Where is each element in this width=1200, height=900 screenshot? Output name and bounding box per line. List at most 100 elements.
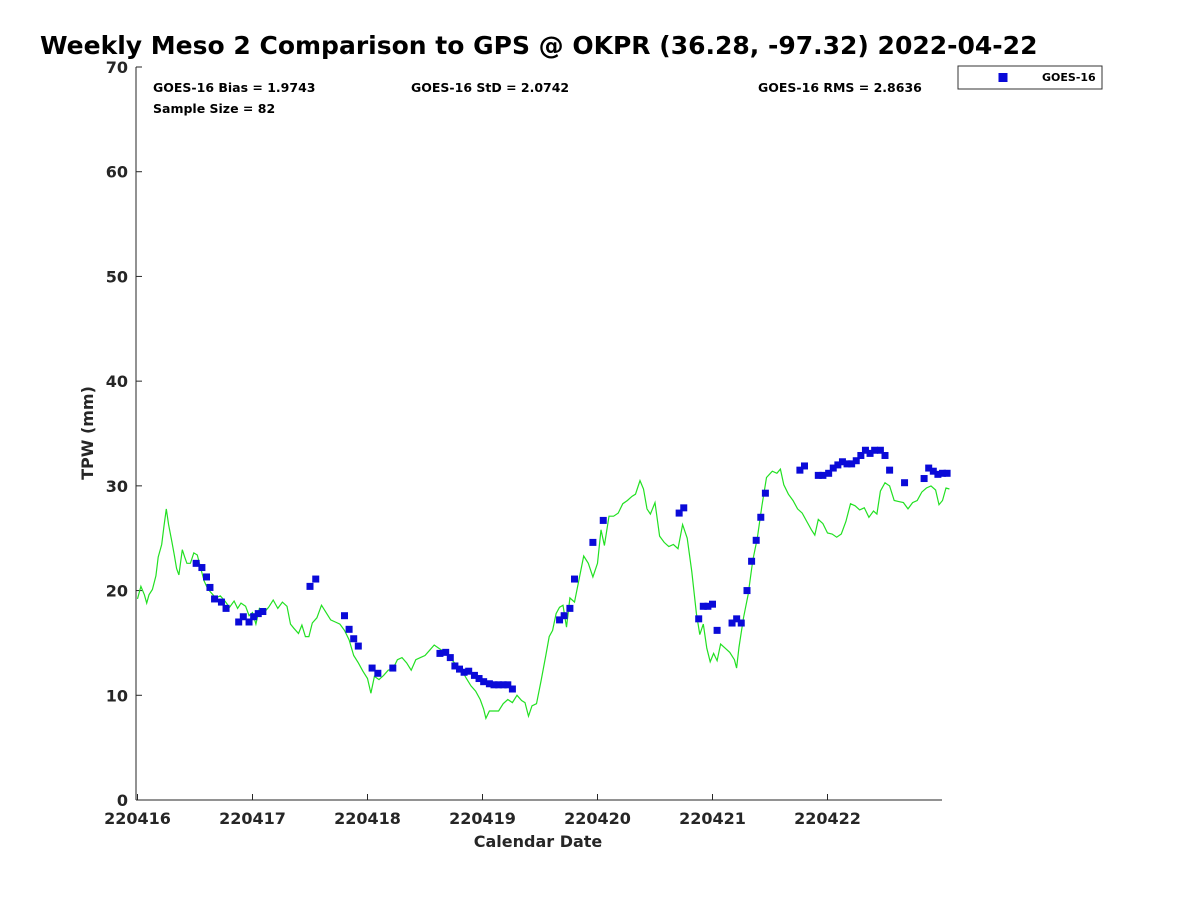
- goes16-data-point: [699, 602, 707, 610]
- y-tick-label: 40: [106, 372, 128, 391]
- goes16-data-point: [886, 466, 894, 474]
- goes16-data-point: [819, 471, 827, 479]
- goes16-data-point: [848, 460, 856, 468]
- goes16-data-point: [709, 600, 716, 608]
- goes16-data-point: [235, 618, 243, 626]
- goes16-data-point: [929, 467, 937, 475]
- goes16-data-point: [341, 612, 348, 620]
- goes16-data-point: [825, 469, 833, 477]
- goes16-data-point: [192, 559, 200, 567]
- goes16-data-point: [675, 509, 683, 517]
- goes16-data-point: [368, 664, 376, 672]
- goes16-data-point: [456, 665, 463, 673]
- goes16-data-point: [480, 678, 488, 686]
- goes16-data-point: [211, 595, 219, 603]
- goes16-data-point: [737, 619, 745, 627]
- legend-label: GOES-16: [1042, 71, 1096, 84]
- y-axis-ticks: 0 10 20 30 40 50 60 70: [106, 58, 142, 810]
- goes16-data-point: [460, 668, 468, 676]
- y-tick-label: 30: [106, 477, 128, 496]
- goes16-data-point: [901, 479, 909, 487]
- goes16-data-point: [566, 604, 574, 612]
- goes16-data-point: [306, 582, 314, 590]
- x-tick-label: 220418: [334, 809, 401, 828]
- goes16-data-point: [206, 583, 214, 591]
- goes16-data-point: [589, 538, 597, 546]
- goes16-data-point: [312, 575, 320, 583]
- goes16-data-point: [834, 461, 842, 469]
- goes16-data-point: [254, 610, 262, 618]
- goes16-data-point: [508, 685, 516, 693]
- goes16-data-point: [704, 602, 712, 610]
- goes16-data-point: [757, 513, 765, 521]
- goes16-data-point: [695, 615, 703, 623]
- goes16-data-point: [239, 613, 247, 621]
- goes16-data-point: [713, 626, 721, 634]
- x-tick-label: 220422: [794, 809, 861, 828]
- x-axis-label: Calendar Date: [474, 832, 603, 851]
- goes16-data-point: [925, 464, 933, 472]
- x-tick-label: 220421: [679, 809, 746, 828]
- goes16-data-point: [752, 536, 760, 544]
- goes16-data-point: [490, 681, 498, 689]
- y-tick-label: 0: [117, 791, 128, 810]
- goes16-data-point: [934, 470, 942, 478]
- goes16-data-point: [876, 446, 884, 454]
- goes16-data-point: [354, 642, 362, 650]
- std-stat: GOES-16 StD = 2.0742: [411, 80, 569, 95]
- goes16-data-point: [350, 635, 358, 643]
- goes16-data-point: [475, 675, 483, 683]
- goes16-data-point: [920, 475, 928, 483]
- goes16-data-point: [446, 654, 454, 662]
- goes16-data-point: [250, 613, 258, 621]
- y-tick-label: 10: [106, 686, 128, 705]
- y-tick-label: 60: [106, 163, 128, 182]
- plot-area: [135, 67, 942, 801]
- legend-box: [957, 65, 1103, 90]
- goes16-data-point: [495, 681, 503, 689]
- y-axis-label: TPW (mm): [78, 386, 97, 480]
- goes16-data-point: [198, 564, 206, 572]
- sample-size-stat: Sample Size = 82: [153, 101, 275, 116]
- goes16-data-point: [451, 662, 459, 670]
- goes16-data-point: [571, 575, 578, 583]
- x-tick-label: 220416: [104, 809, 171, 828]
- goes16-data-point: [852, 457, 860, 465]
- goes16-data-point: [838, 458, 846, 466]
- x-tick-label: 220420: [564, 809, 631, 828]
- goes16-data-point: [796, 466, 804, 474]
- goes16-data-point: [881, 451, 889, 459]
- goes16-data-point: [814, 471, 822, 479]
- goes16-data-point: [943, 469, 951, 477]
- goes16-data-point: [733, 615, 741, 623]
- goes16-data-point: [259, 608, 267, 616]
- goes16-data-point: [871, 446, 879, 454]
- goes16-data-point: [761, 489, 769, 497]
- goes16-data-point: [801, 462, 808, 470]
- goes16-data-point: [599, 516, 607, 524]
- goes16-data-point: [485, 680, 493, 688]
- goes16-data-point: [560, 612, 568, 620]
- gps-tpw-line: [136, 467, 950, 721]
- bias-stat: GOES-16 Bias = 1.9743: [153, 80, 315, 95]
- goes16-data-point: [939, 469, 946, 477]
- goes16-data-point: [866, 449, 874, 457]
- goes16-data-point: [843, 460, 851, 468]
- goes16-data-point: [861, 446, 869, 454]
- legend: GOES-16: [957, 65, 1103, 90]
- x-axis-ticks: 220416 220417 220418 220419 220420 220421 2204…: [104, 794, 861, 828]
- goes16-data-point: [389, 664, 397, 672]
- goes16-data-point: [728, 619, 736, 627]
- goes16-data-point: [374, 669, 382, 677]
- chart-title: Weekly Meso 2 Comparison to GPS @ OKPR (…: [40, 31, 1037, 60]
- goes16-data-point: [743, 587, 751, 595]
- goes16-data-point: [857, 451, 865, 459]
- series-layer: [136, 446, 951, 721]
- goes16-data-point: [829, 464, 837, 472]
- goes16-data-point: [465, 667, 473, 675]
- goes16-data-point: [203, 573, 210, 581]
- legend-marker: [998, 73, 1008, 82]
- y-tick-label: 70: [106, 58, 128, 77]
- goes16-data-point: [436, 649, 444, 657]
